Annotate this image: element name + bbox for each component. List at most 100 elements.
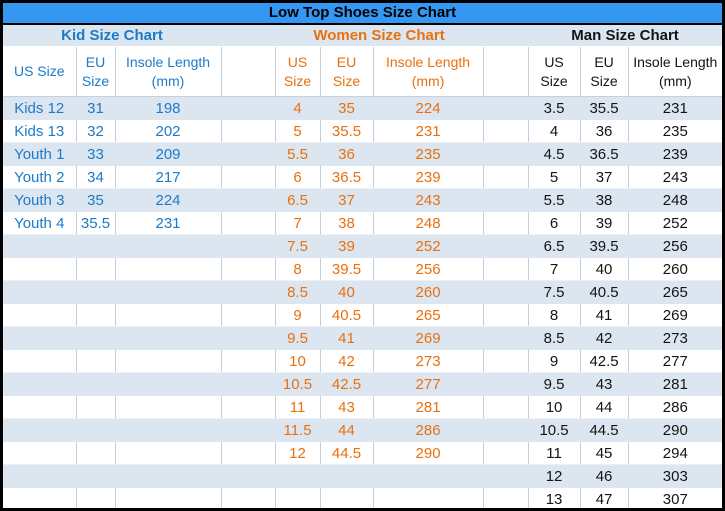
cell-women-r13-c1: 10.5 — [275, 372, 321, 396]
cell-women-r10-c2: 40.5 — [320, 303, 374, 327]
spacer-cell — [221, 119, 276, 143]
cell-man-r15-c1: 10.5 — [528, 418, 581, 442]
cell-kid-r1-c3: 198 — [115, 96, 222, 120]
cell-women-r8-c1: 8 — [275, 257, 321, 281]
cell-man-r18-c1: 13 — [528, 487, 581, 508]
cell-kid-r11-c2 — [76, 326, 116, 350]
cell-women-r4-c2: 36.5 — [320, 165, 374, 189]
cell-man-r7-c2: 39.5 — [580, 234, 629, 258]
table-body: Kids 12 31 198 4 35 224 3.5 35.5 231 Kids 13 32 202… — [3, 96, 722, 508]
cell-women-r4-c3: 239 — [373, 165, 484, 189]
cell-kid-r4-c2: 34 — [76, 165, 116, 189]
cell-kid-r10-c3 — [115, 303, 222, 327]
spacer-cell — [483, 441, 529, 465]
cell-women-r2-c2: 35.5 — [320, 119, 374, 143]
cell-women-r6-c2: 38 — [320, 211, 374, 235]
cell-kid-r2-c1: Kids 13 — [3, 119, 77, 143]
spacer-cell — [483, 303, 529, 327]
spacer-cell — [221, 395, 276, 419]
spacer-cell — [483, 165, 529, 189]
cell-man-r5-c2: 38 — [580, 188, 629, 212]
cell-women-r1-c2: 35 — [320, 96, 374, 120]
col-header-women-1: EU Size — [320, 46, 374, 97]
cell-women-r17-c2 — [320, 464, 374, 488]
spacer-cell — [483, 464, 529, 488]
cell-man-r8-c1: 7 — [528, 257, 581, 281]
cell-women-r18-c1 — [275, 487, 321, 508]
table-row: 7.5 39 252 6.5 39.5 256 — [3, 234, 722, 258]
cell-women-r5-c3: 243 — [373, 188, 484, 212]
cell-kid-r17-c3 — [115, 464, 222, 488]
cell-kid-r2-c3: 202 — [115, 119, 222, 143]
col-header-kid-2: Insole Length (mm) — [115, 46, 222, 97]
cell-women-r7-c2: 39 — [320, 234, 374, 258]
cell-kid-r5-c2: 35 — [76, 188, 116, 212]
spacer-cell — [483, 257, 529, 281]
col-header-man-1: EU Size — [580, 46, 629, 97]
cell-women-r2-c3: 231 — [373, 119, 484, 143]
spacer-cell — [483, 188, 529, 212]
cell-man-r9-c1: 7.5 — [528, 280, 581, 304]
cell-women-r4-c1: 6 — [275, 165, 321, 189]
table-row: Youth 1 33 209 5.5 36 235 4.5 36.5 239 — [3, 142, 722, 166]
cell-women-r12-c3: 273 — [373, 349, 484, 373]
cell-kid-r12-c2 — [76, 349, 116, 373]
cell-kid-r7-c3 — [115, 234, 222, 258]
cell-man-r2-c1: 4 — [528, 119, 581, 143]
cell-man-r1-c2: 35.5 — [580, 96, 629, 120]
cell-women-r12-c2: 42 — [320, 349, 374, 373]
col-header-kid-0: US Size — [3, 46, 77, 97]
cell-man-r4-c1: 5 — [528, 165, 581, 189]
cell-man-r10-c1: 8 — [528, 303, 581, 327]
cell-kid-r9-c3 — [115, 280, 222, 304]
table-row: 12 44.5 290 11 45 294 — [3, 441, 722, 465]
spacer-cell — [483, 234, 529, 258]
cell-women-r16-c2: 44.5 — [320, 441, 374, 465]
col-header-women-2: Insole Length (mm) — [373, 46, 484, 97]
spacer-cell — [483, 142, 529, 166]
cell-man-r18-c2: 47 — [580, 487, 629, 508]
spacer-cell — [483, 46, 529, 97]
cell-kid-r3-c1: Youth 1 — [3, 142, 77, 166]
cell-man-r12-c3: 277 — [628, 349, 722, 373]
cell-women-r14-c3: 281 — [373, 395, 484, 419]
spacer-cell — [483, 395, 529, 419]
spacer-cell — [483, 326, 529, 350]
table-row: Youth 2 34 217 6 36.5 239 5 37 243 — [3, 165, 722, 189]
table-row: Youth 3 35 224 6.5 37 243 5.5 38 248 — [3, 188, 722, 212]
spacer-cell — [483, 211, 529, 235]
table-row: 8 39.5 256 7 40 260 — [3, 257, 722, 281]
spacer-cell — [221, 372, 276, 396]
spacer-cell — [483, 349, 529, 373]
cell-man-r9-c3: 265 — [628, 280, 722, 304]
cell-man-r11-c1: 8.5 — [528, 326, 581, 350]
section-header-kid: Kid Size Chart — [3, 25, 222, 47]
cell-women-r1-c1: 4 — [275, 96, 321, 120]
spacer-cell — [221, 211, 276, 235]
cell-women-r15-c1: 11.5 — [275, 418, 321, 442]
cell-kid-r1-c1: Kids 12 — [3, 96, 77, 120]
cell-kid-r18-c3 — [115, 487, 222, 508]
cell-kid-r9-c2 — [76, 280, 116, 304]
spacer-cell — [483, 25, 529, 47]
cell-man-r13-c1: 9.5 — [528, 372, 581, 396]
cell-kid-r11-c3 — [115, 326, 222, 350]
cell-women-r1-c3: 224 — [373, 96, 484, 120]
cell-man-r18-c3: 307 — [628, 487, 722, 508]
cell-kid-r8-c2 — [76, 257, 116, 281]
cell-man-r1-c3: 231 — [628, 96, 722, 120]
cell-kid-r9-c1 — [3, 280, 77, 304]
cell-women-r9-c2: 40 — [320, 280, 374, 304]
cell-kid-r15-c3 — [115, 418, 222, 442]
spacer-cell — [221, 96, 276, 120]
cell-women-r10-c1: 9 — [275, 303, 321, 327]
spacer-cell — [221, 25, 276, 47]
col-header-man-2: Insole Length (mm) — [628, 46, 722, 97]
cell-women-r18-c3 — [373, 487, 484, 508]
cell-kid-r6-c3: 231 — [115, 211, 222, 235]
cell-kid-r16-c2 — [76, 441, 116, 465]
cell-man-r3-c2: 36.5 — [580, 142, 629, 166]
cell-kid-r7-c1 — [3, 234, 77, 258]
cell-man-r10-c3: 269 — [628, 303, 722, 327]
